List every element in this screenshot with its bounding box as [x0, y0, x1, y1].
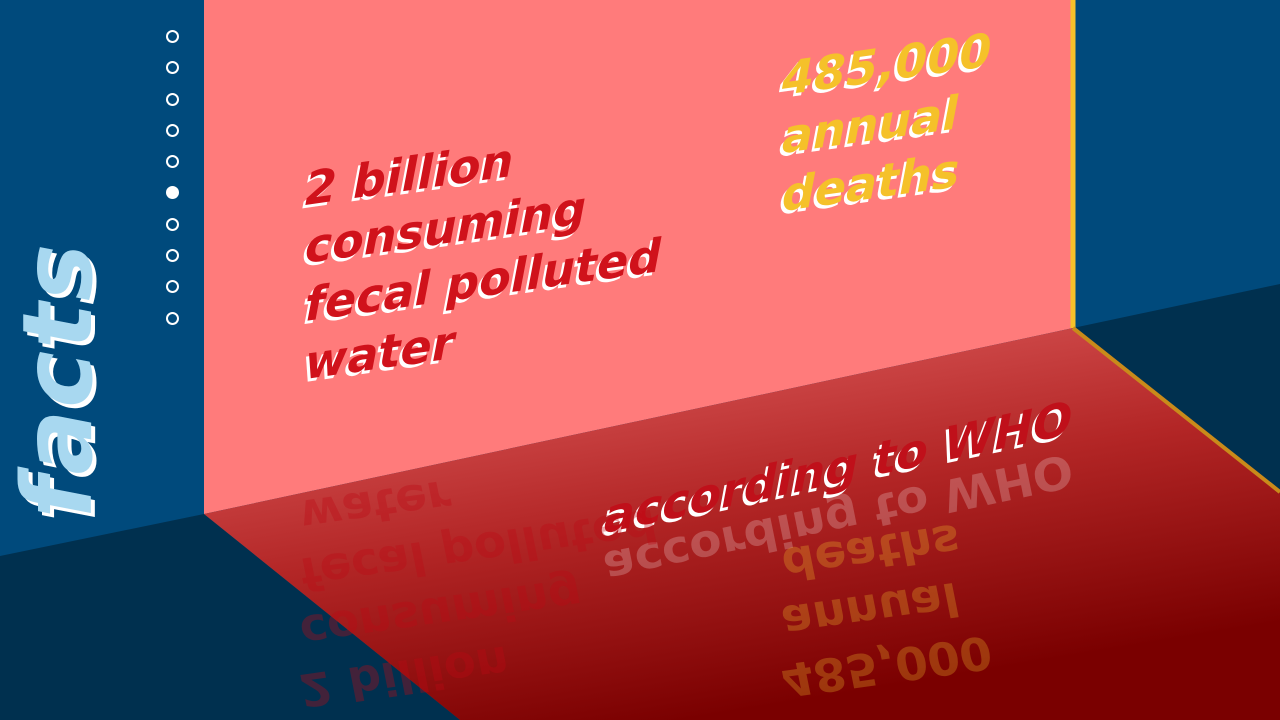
- central-floor: [204, 328, 1280, 720]
- pagination-dot-7[interactable]: [166, 217, 179, 231]
- facts-title: facts: [2, 241, 114, 519]
- pagination-dot-6-active[interactable]: [166, 186, 179, 200]
- pagination-dot-4[interactable]: [166, 123, 179, 137]
- pagination-dot-9[interactable]: [166, 280, 179, 294]
- stat-annual-deaths: 485,000 annual deaths: [782, 22, 992, 222]
- slide-pagination: [166, 30, 186, 343]
- pagination-dot-8[interactable]: [166, 249, 179, 263]
- pagination-dot-10[interactable]: [166, 311, 179, 325]
- pagination-dot-2[interactable]: [166, 61, 179, 75]
- pagination-dot-5[interactable]: [166, 155, 179, 169]
- accent-edge-floor: [1071, 326, 1280, 494]
- left-floor: [0, 514, 460, 720]
- pagination-dot-3[interactable]: [166, 92, 179, 106]
- pagination-dot-1[interactable]: [166, 30, 179, 43]
- back-wall: [204, 0, 1073, 514]
